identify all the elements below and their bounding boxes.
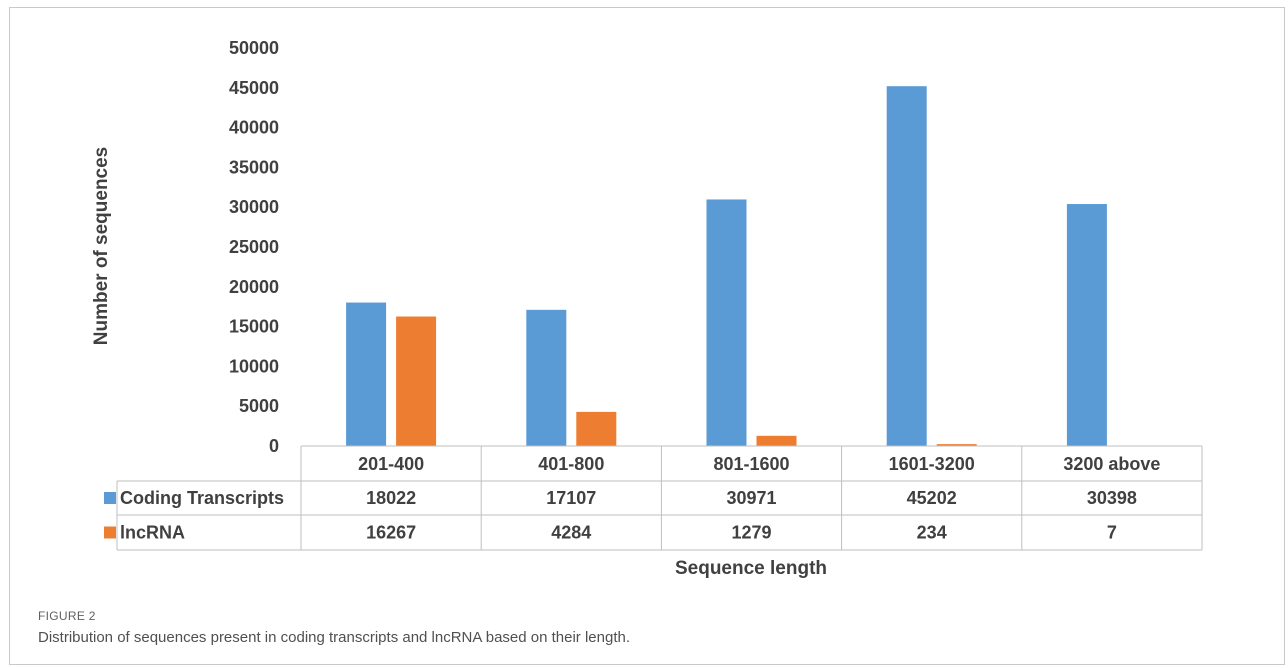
bar-coding (706, 199, 747, 446)
y-tick-label: 5000 (239, 396, 279, 416)
y-tick-label: 45000 (229, 78, 279, 98)
x-axis-title: Sequence length (675, 558, 827, 579)
bar-lncrna (756, 435, 797, 446)
y-axis-title: Number of sequences (91, 147, 112, 346)
table-value-cell: 4284 (551, 523, 591, 543)
figure-label: FIGURE 2 (38, 609, 96, 623)
y-tick-label: 25000 (229, 237, 279, 257)
table-value-cell: 1279 (731, 523, 771, 543)
bar-lncrna (936, 444, 977, 446)
table-value-cell: 30398 (1087, 488, 1137, 508)
y-tick-label: 40000 (229, 118, 279, 138)
bar-lncrna (576, 411, 617, 446)
bar-coding (526, 309, 567, 446)
data-table: 201-400 401-800 801-1600 1601-3200 3200 abov… (104, 445, 1203, 551)
y-tick-label: 15000 (229, 317, 279, 337)
table-value-cell: 30971 (726, 488, 776, 508)
bar-coding (346, 302, 387, 446)
table-category-label: 3200 above (1063, 454, 1160, 474)
legend-swatch (104, 526, 116, 539)
table-value-cell: 17107 (546, 488, 596, 508)
y-axis-ticks: 0 5000 10000 15000 20000 25000 30000 35000 40000… (229, 38, 279, 456)
table-category-label: 801-1600 (713, 454, 789, 474)
figure-caption: Distribution of sequences present in cod… (38, 629, 631, 646)
y-tick-label: 20000 (229, 277, 279, 297)
legend-label: lncRNA (120, 523, 185, 543)
table-value-cell: 16267 (366, 523, 416, 543)
table-value-cell: 7 (1107, 523, 1117, 543)
table-value-cell: 45202 (907, 488, 957, 508)
table-category-label: 401-800 (538, 454, 604, 474)
y-tick-label: 0 (269, 436, 279, 456)
table-value-cell: 18022 (366, 488, 416, 508)
bar-lncrna (396, 316, 437, 446)
y-tick-label: 30000 (229, 197, 279, 217)
table-category-label: 1601-3200 (889, 454, 975, 474)
table-category-label: 201-400 (358, 454, 424, 474)
bar-coding (886, 86, 927, 446)
y-tick-label: 50000 (229, 38, 279, 58)
legend-label: Coding Transcripts (120, 488, 284, 508)
y-tick-label: 35000 (229, 157, 279, 177)
legend-swatch (104, 492, 116, 504)
table-value-cell: 234 (917, 523, 947, 543)
bars (346, 86, 1157, 446)
y-tick-label: 10000 (229, 356, 279, 376)
bar-coding (1066, 204, 1107, 446)
